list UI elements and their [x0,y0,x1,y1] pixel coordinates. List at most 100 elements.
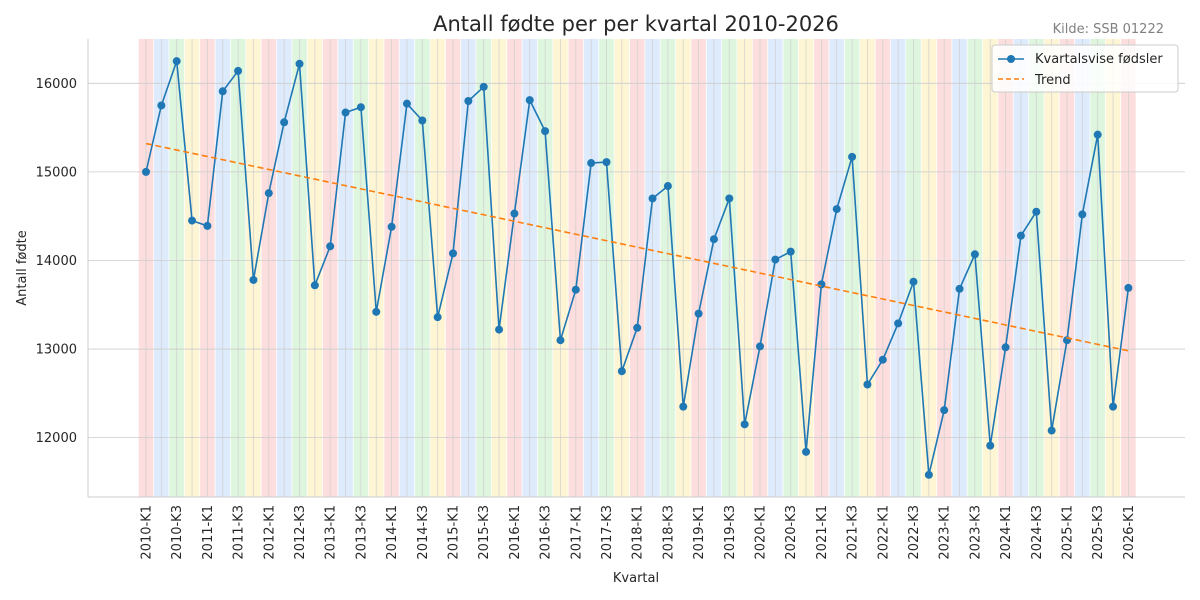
births-point [1047,426,1056,435]
births-point [756,342,764,351]
births-point [894,319,903,328]
births-point [479,82,488,91]
births-point [648,194,657,203]
births-point [617,367,626,376]
x-tick-label: 2024-K1 [999,505,1014,560]
x-tick-label: 2023-K3 [968,505,983,560]
x-tick-label: 2020-K1 [754,505,769,560]
x-tick-label: 2019-K1 [692,505,707,560]
births-point [387,222,396,231]
births-point [326,242,335,251]
births-point [495,325,504,334]
x-tick-label: 2013-K1 [324,505,339,560]
births-point [310,281,319,290]
x-tick-label: 2016-K1 [508,505,523,560]
births-point [142,167,150,176]
x-tick-label: 2013-K3 [354,505,369,560]
births-point [802,447,811,456]
births-point [602,158,611,167]
x-tick-label: 2023-K1 [938,505,953,560]
births-point [249,275,258,284]
births-point [541,127,550,136]
births-point [709,235,718,244]
births-point [1109,402,1118,411]
y-tick-label: 16000 [36,77,77,92]
births-point [234,66,243,75]
x-tick-label: 2018-K3 [661,505,676,560]
x-tick-label: 2012-K3 [293,505,308,560]
x-tick-label: 2010-K3 [170,505,185,560]
x-tick-label: 2016-K3 [539,505,554,560]
births-point [341,108,350,117]
births-point [372,307,381,316]
births-point [817,280,826,289]
births-point [402,99,411,108]
x-tick-label: 2019-K3 [723,505,738,560]
births-point [418,116,427,125]
births-point [157,101,166,110]
chart-title: Antall fødte per per kvartal 2010-2026 [433,12,839,36]
births-point [280,118,289,127]
x-tick-label: 2011-K3 [232,505,247,560]
x-tick-label: 2025-K1 [1061,505,1076,560]
births-point [663,182,672,191]
x-tick-label: 2022-K1 [876,505,891,560]
births-point [694,309,703,318]
births-point [587,159,596,168]
grid [88,39,1185,497]
births-point [771,255,780,264]
trend-line [145,142,1129,352]
x-tick-label: 2015-K3 [477,505,492,560]
births-point [986,441,995,450]
births-point [909,277,918,286]
legend-marker-births [1007,55,1015,63]
x-tick-label: 2010-K1 [140,505,155,560]
legend: Kvartalsvise fødsler Trend [991,44,1179,93]
births-point [1001,343,1010,352]
births-point [556,336,565,345]
births-point [264,189,273,198]
births-point [1124,283,1133,292]
source-label: Kilde: SSB 01222 [1053,22,1164,37]
x-tick-label: 2012-K1 [262,505,277,560]
births-point [832,205,841,214]
x-tick-label: 2021-K3 [846,505,861,560]
births-point [924,470,933,479]
axes [87,39,1185,498]
x-tick-label: 2025-K3 [1091,505,1106,560]
x-tick-label: 2018-K1 [631,505,646,560]
y-tick-label: 15000 [36,165,77,180]
births-point [510,209,519,218]
y-tick-label: 12000 [36,431,77,446]
y-tick-labels: 12000 13000 14000 15000 16000 [36,77,77,446]
x-tick-label: 2017-K3 [600,505,615,560]
births-point [725,194,734,203]
legend-box [991,44,1179,93]
births-point [940,406,949,415]
births-point [740,420,749,429]
births-point [433,313,442,322]
births-point [955,284,964,293]
births-point [525,96,534,105]
x-tick-label: 2014-K3 [416,505,431,560]
births-point [295,59,304,68]
x-tick-label: 2024-K3 [1030,505,1045,560]
births-point [571,285,580,294]
x-tick-labels: 2010-K1 2010-K3 2011-K1 2011-K3 2012-K1 2012-… [140,505,1137,560]
births-point [970,250,979,259]
births-point [218,87,227,96]
x-tick-label: 2022-K3 [907,505,922,560]
births-point [449,249,457,258]
y-axis-label: Antall fødte [15,230,30,305]
x-tick-label: 2020-K3 [784,505,799,560]
births-point [356,103,365,112]
births-point [172,57,181,66]
births-point [679,402,688,411]
births-point [878,355,887,364]
births-point [848,152,857,161]
births-point [464,97,473,106]
births-point [188,216,197,225]
legend-label-trend: Trend [1034,73,1071,88]
births-point [1032,207,1041,216]
